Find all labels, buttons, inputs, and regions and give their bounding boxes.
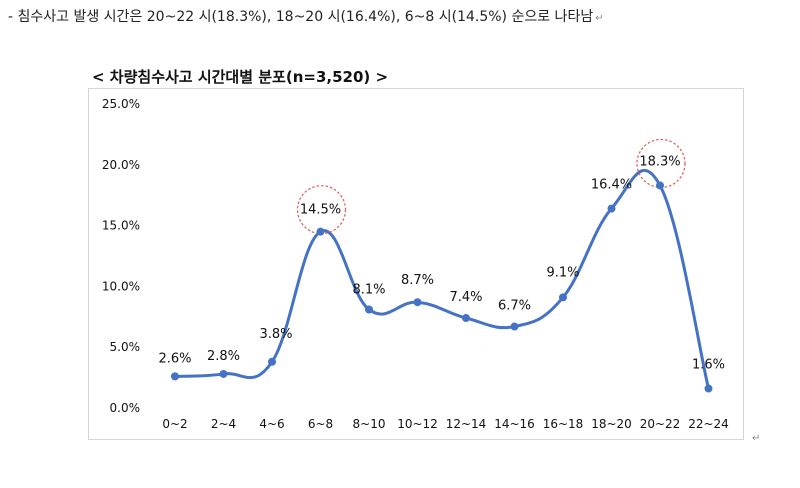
x-tick-label: 0~2 bbox=[162, 417, 187, 431]
data-label: 3.8% bbox=[259, 327, 292, 342]
data-point bbox=[607, 204, 616, 213]
y-tick-label: 15.0% bbox=[102, 219, 140, 233]
y-tick-label: 25.0% bbox=[102, 97, 140, 111]
data-label: 14.5% bbox=[300, 203, 341, 218]
paragraph-mark-icon: ↵ bbox=[752, 433, 761, 444]
data-point bbox=[462, 314, 470, 323]
data-label: 8.7% bbox=[401, 273, 434, 288]
x-tick-label: 20~22 bbox=[640, 417, 681, 431]
data-label: 6.7% bbox=[498, 299, 531, 314]
data-point bbox=[316, 227, 325, 236]
x-tick-label: 12~14 bbox=[446, 417, 487, 431]
data-label: 2.8% bbox=[207, 349, 240, 364]
data-point bbox=[413, 298, 422, 307]
series-line bbox=[174, 168, 710, 389]
data-label: 1.6% bbox=[692, 358, 725, 373]
x-tick-label: 18~20 bbox=[591, 417, 632, 431]
data-point bbox=[219, 369, 228, 378]
data-point bbox=[510, 322, 519, 331]
data-label: 8.1% bbox=[352, 283, 385, 298]
data-label: 18.3% bbox=[639, 154, 680, 169]
x-tick-label: 14~16 bbox=[494, 417, 535, 431]
data-point bbox=[171, 372, 179, 381]
paragraph-mark-icon: ↵ bbox=[595, 13, 604, 24]
y-tick-label: 5.0% bbox=[110, 340, 141, 354]
data-point bbox=[704, 384, 713, 393]
x-tick-label: 22~24 bbox=[688, 417, 729, 431]
data-point bbox=[656, 181, 664, 190]
y-tick-label: 10.0% bbox=[102, 279, 140, 293]
y-tick-label: 20.0% bbox=[102, 158, 140, 172]
x-tick-label: 10~12 bbox=[397, 417, 438, 431]
data-label: 16.4% bbox=[591, 178, 632, 193]
x-tick-label: 16~18 bbox=[543, 417, 584, 431]
data-point bbox=[365, 305, 373, 314]
x-tick-label: 8~10 bbox=[353, 417, 386, 431]
data-point bbox=[559, 293, 567, 302]
summary-text: - 침수사고 발생 시간은 20~22 시(18.3%), 18~20 시(16… bbox=[8, 9, 604, 25]
x-tick-label: 6~8 bbox=[308, 417, 333, 431]
chart-frame bbox=[88, 88, 744, 440]
x-tick-label: 2~4 bbox=[211, 417, 236, 431]
chart-title: < 차량침수사고 시간대별 분포(n=3,520) > bbox=[92, 68, 389, 86]
data-label: 2.6% bbox=[158, 351, 191, 366]
x-tick-label: 4~6 bbox=[259, 417, 284, 431]
data-label: 9.1% bbox=[546, 265, 579, 280]
data-point bbox=[268, 357, 276, 366]
y-tick-label: 0.0% bbox=[110, 401, 141, 415]
data-label: 7.4% bbox=[449, 290, 482, 305]
